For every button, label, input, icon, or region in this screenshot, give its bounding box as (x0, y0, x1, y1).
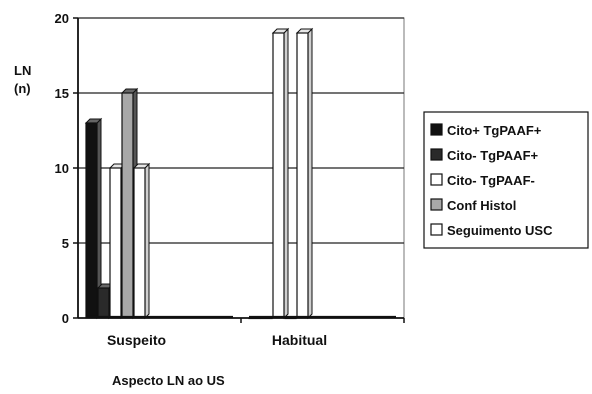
legend-swatch (430, 198, 443, 211)
x-axis-label: Aspecto LN ao US (112, 373, 225, 388)
bar-side (307, 27, 313, 320)
bar (109, 167, 122, 319)
x-tick-label: Habitual (272, 332, 327, 348)
y-tick-label: 0 (62, 311, 69, 326)
y-tick-label: 10 (55, 161, 69, 176)
legend-swatch (430, 223, 443, 236)
y-tick-label: 20 (55, 11, 69, 26)
legend-entry: Seguimento USC (447, 223, 553, 238)
bar-side (283, 27, 289, 320)
bar (85, 122, 98, 319)
bar (97, 287, 110, 319)
legend: Cito+ TgPAAF+ Cito- TgPAAF+ Cito- TgPAAF- C… (423, 111, 589, 249)
y-tick-labels: 0 5 10 15 20 (55, 11, 69, 326)
y-axis-label-line1: LN (14, 63, 31, 78)
y-axis-label-line2: (n) (14, 81, 31, 96)
legend-swatch (430, 148, 443, 161)
bar (133, 167, 146, 319)
legend-entry: Cito- TgPAAF+ (447, 148, 539, 163)
legend-swatch (430, 173, 443, 186)
legend-box (423, 111, 589, 249)
legend-swatch (430, 123, 443, 136)
legend-entry: Cito- TgPAAF- (447, 173, 535, 188)
y-tick-label: 15 (55, 86, 69, 101)
legend-entry: Conf Histol (447, 198, 516, 213)
x-tick-labels: Suspeito Habitual (107, 332, 327, 348)
bars (84, 27, 396, 320)
bar (296, 32, 309, 319)
bar (272, 32, 285, 319)
axes (73, 17, 405, 323)
legend-entry: Cito+ TgPAAF+ (447, 123, 542, 138)
y-tick-label: 5 (62, 236, 69, 251)
x-tick-label: Suspeito (107, 332, 166, 348)
bar-side (144, 162, 150, 320)
bar (121, 92, 134, 319)
